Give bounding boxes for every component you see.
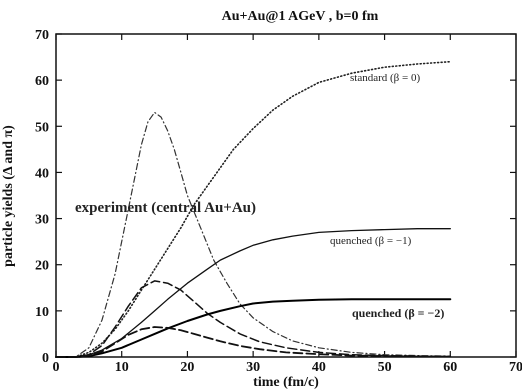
quenched-1-label: quenched (β = −1): [330, 235, 412, 247]
x-axis-ticks: 0 10 20 30 40 50 60 70: [53, 34, 522, 375]
y-tick-label: 50: [35, 120, 49, 135]
y-tick-label: 20: [35, 259, 49, 274]
series-line-delta-quenched1: [55, 280, 452, 358]
x-tick-label: 50: [378, 360, 392, 375]
y-tick-label: 10: [35, 305, 49, 320]
chart-title: Au+Au@1 AGeV , b=0 fm: [222, 9, 379, 24]
y-tick-label: 30: [35, 213, 49, 228]
standard-label: standard (β = 0): [350, 72, 420, 84]
x-tick-label: 70: [509, 360, 522, 375]
y-tick-label: 0: [42, 351, 49, 366]
y-axis-ticks: 0 10 20 30 40 50 60 70: [35, 28, 516, 366]
x-tick-label: 0: [53, 360, 60, 375]
x-tick-label: 40: [312, 360, 326, 375]
x-tick-label: 60: [443, 360, 457, 375]
x-axis-label: time (fm/c): [253, 375, 319, 390]
series-line-pi-quenched1: [55, 228, 451, 358]
series-line-delta-standard: [55, 111, 451, 358]
y-axis-label: particle yields (Δ and π): [1, 125, 16, 267]
x-tick-label: 30: [246, 360, 260, 375]
y-tick-label: 70: [35, 28, 49, 43]
x-tick-label: 20: [180, 360, 194, 375]
plot-frame: [55, 33, 517, 358]
quenched-2-label: quenched (β = −2): [352, 306, 444, 320]
series-line-delta-quenched2: [55, 326, 452, 358]
y-tick-label: 40: [35, 166, 49, 181]
series-group: [55, 60, 452, 358]
series-line-pi-quenched2: [55, 298, 452, 358]
y-tick-label: 60: [35, 74, 49, 89]
experiment-label: experiment (central Au+Au): [75, 200, 256, 216]
x-tick-label: 10: [115, 360, 129, 375]
